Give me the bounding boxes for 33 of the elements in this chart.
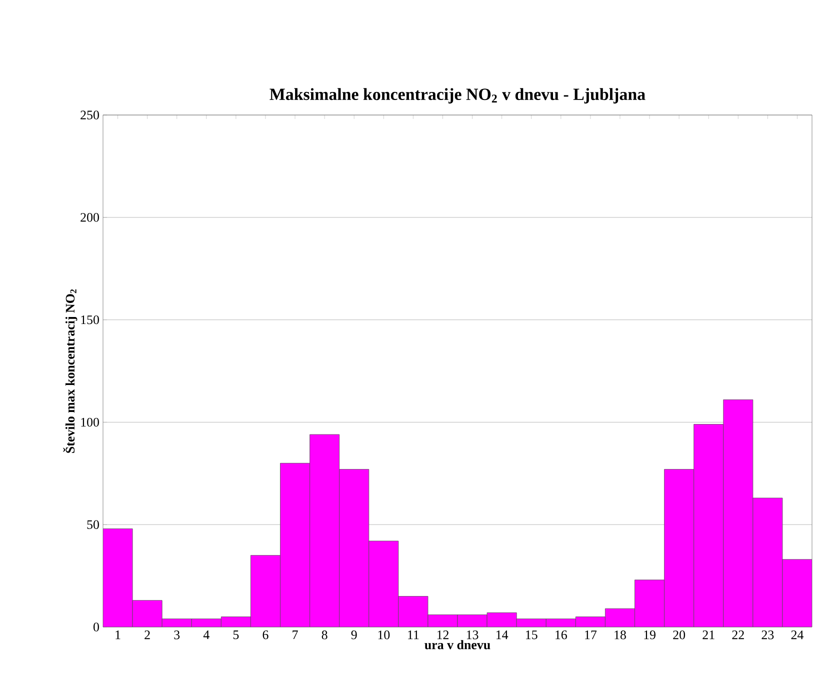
x-tick-label: 16 bbox=[556, 630, 567, 640]
y-tick-label: 150 bbox=[81, 315, 99, 324]
x-tick-label: 1 bbox=[116, 630, 120, 640]
x-tick-label: 3 bbox=[174, 630, 180, 640]
x-tick-label: 18 bbox=[614, 630, 626, 640]
y-tick-label: 50 bbox=[87, 520, 99, 529]
x-tick-label: 7 bbox=[292, 630, 298, 640]
x-tick-label: 11 bbox=[408, 630, 419, 640]
x-tick-label: 22 bbox=[732, 630, 744, 640]
x-tick-label: 21 bbox=[702, 630, 714, 640]
y-tick-label: 250 bbox=[80, 110, 99, 120]
x-tick-label: 2 bbox=[144, 630, 150, 640]
x-tick-label: 15 bbox=[526, 630, 538, 640]
x-tick-label: 10 bbox=[378, 630, 390, 640]
x-tick-label: 17 bbox=[585, 630, 597, 640]
x-tick-label: 12 bbox=[437, 630, 448, 640]
x-tick-label: 19 bbox=[644, 630, 656, 640]
x-tick-label: 5 bbox=[233, 630, 239, 640]
x-tick-label: 24 bbox=[791, 630, 804, 640]
chart-title: Maksimalne koncentracije NO$_{2}$ v dnevu - Ljubljana bbox=[270, 88, 646, 104]
x-axis-title: ura v dnevu bbox=[424, 640, 490, 650]
x-tick-label: 13 bbox=[466, 630, 478, 640]
x-tick-label: 9 bbox=[351, 630, 357, 640]
y-axis-title: Število max koncentracij NO$_{2}$ bbox=[63, 289, 78, 453]
x-tick-label: 14 bbox=[496, 630, 508, 640]
x-tick-label: 23 bbox=[762, 630, 774, 640]
y-tick-label: 0 bbox=[94, 622, 99, 632]
x-tick-label: 20 bbox=[673, 630, 686, 640]
x-tick-label: 8 bbox=[322, 630, 328, 640]
x-tick-label: 6 bbox=[262, 630, 268, 640]
x-tick-label: 4 bbox=[203, 630, 210, 640]
y-tick-label: 100 bbox=[81, 418, 99, 427]
y-tick-label: 200 bbox=[80, 213, 99, 222]
